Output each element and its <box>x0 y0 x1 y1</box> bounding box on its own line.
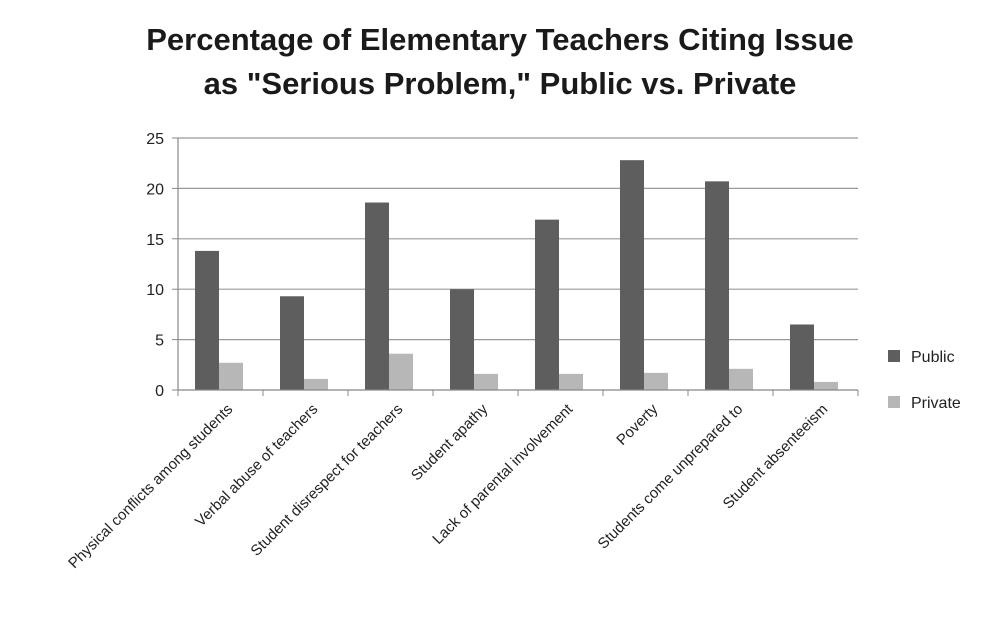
bar-private <box>559 373 583 390</box>
legend-swatch-private <box>888 396 900 408</box>
y-tick-label: 0 <box>155 383 164 400</box>
chart-title: Percentage of Elementary Teachers Citing… <box>0 18 1000 106</box>
legend-label-public: Public <box>911 349 955 366</box>
bar-private <box>474 373 498 390</box>
y-tick-label: 15 <box>146 232 164 249</box>
y-axis: 0 5 10 15 20 25 <box>146 131 179 400</box>
bar-public <box>450 289 474 390</box>
x-axis: Physical conflicts among studentsVerbal … <box>65 389 859 572</box>
x-category-label: Students come unprepared to <box>595 401 747 553</box>
bars <box>195 160 838 390</box>
bar-private <box>814 381 838 390</box>
y-tick-label: 25 <box>146 131 164 148</box>
bar-public <box>365 202 389 390</box>
chart-title-line-2: as "Serious Problem," Public vs. Private <box>203 66 797 101</box>
bar-public <box>195 250 219 390</box>
bar-private <box>304 378 328 390</box>
x-category-label: Student disrespect for teachers <box>247 401 406 560</box>
y-tick-label: 10 <box>146 282 164 299</box>
y-tick-label: 5 <box>155 333 164 350</box>
y-tick-label: 20 <box>146 181 164 198</box>
x-category-label: Poverty <box>613 400 661 448</box>
bar-private <box>644 372 668 390</box>
bar-public <box>790 324 814 390</box>
bar-private <box>729 368 753 390</box>
x-category-label: Student apathy <box>408 400 492 484</box>
bar-private <box>219 362 243 390</box>
bar-public <box>280 296 304 390</box>
bar-public <box>620 160 644 390</box>
x-category-label: Physical conflicts among students <box>65 401 236 572</box>
bar-public <box>535 219 559 390</box>
bar-private <box>389 353 413 390</box>
x-category-label: Lack of parental involvement <box>429 400 577 548</box>
legend: Public Private <box>888 349 961 412</box>
legend-swatch-public <box>888 350 900 362</box>
bar-public <box>705 181 729 390</box>
chart-title-line-1: Percentage of Elementary Teachers Citing… <box>146 22 854 57</box>
legend-label-private: Private <box>911 395 961 412</box>
